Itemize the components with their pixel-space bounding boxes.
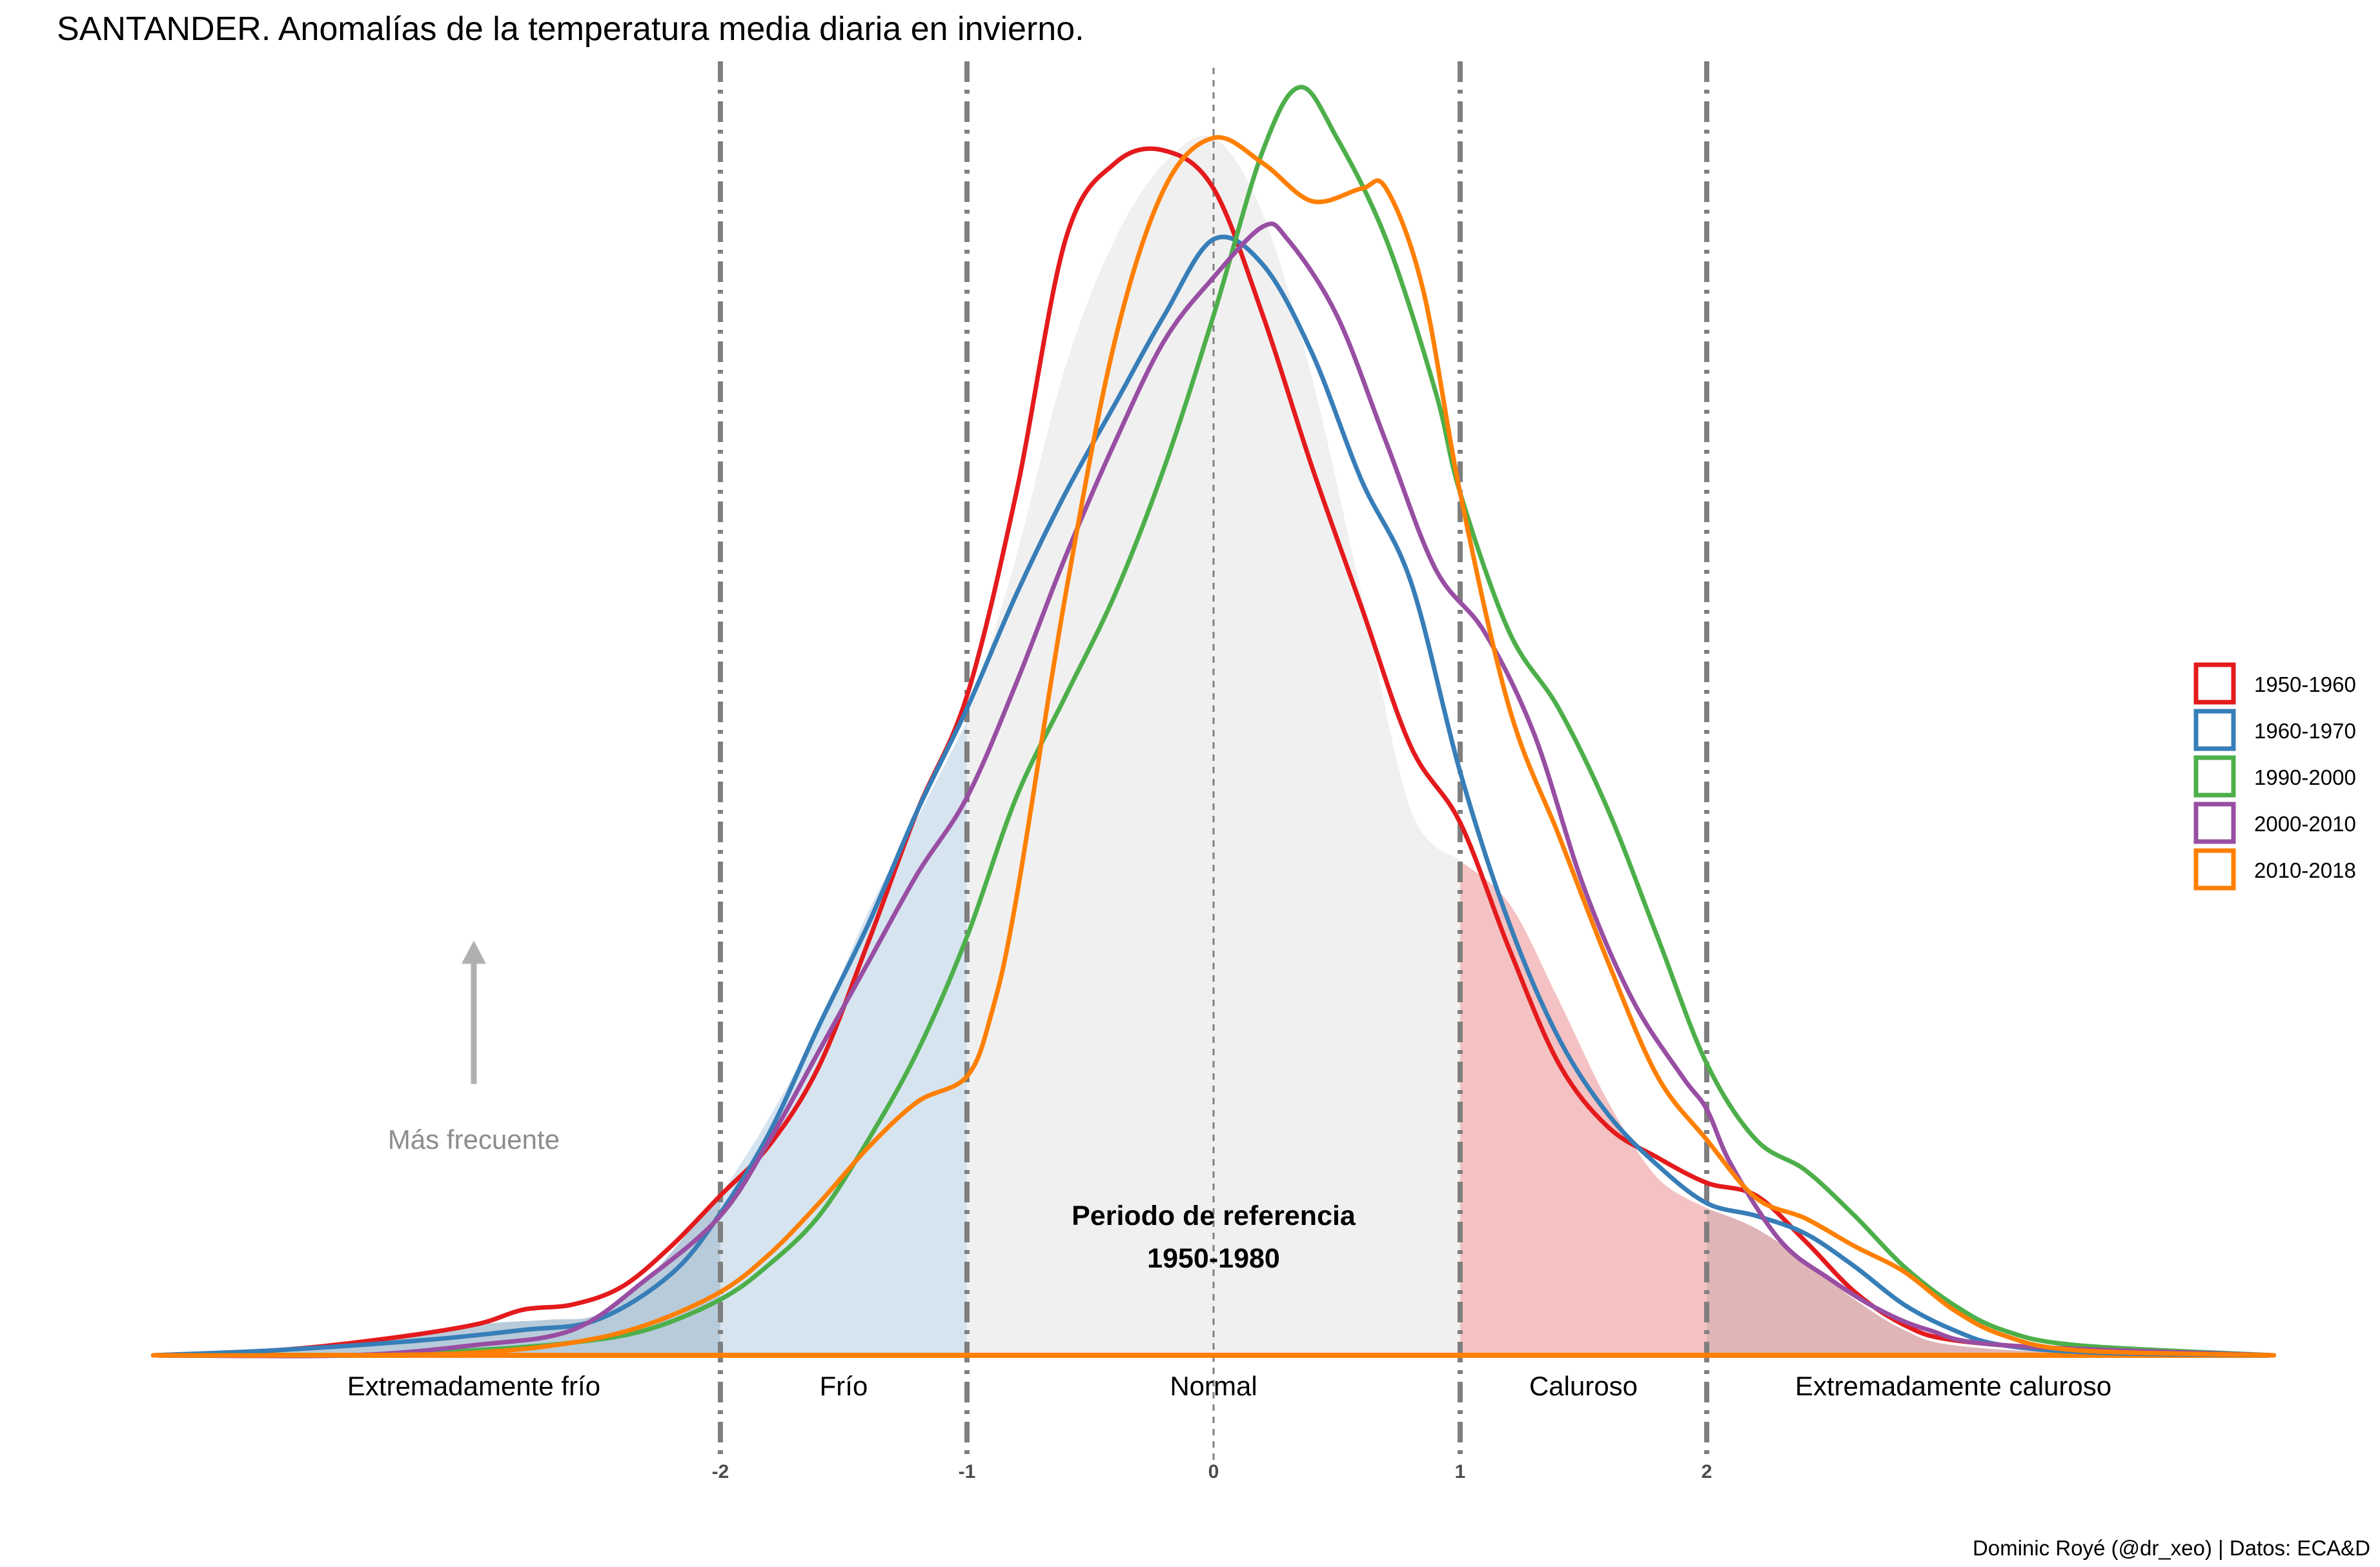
category-label: Normal — [1170, 1371, 1257, 1401]
x-tick-labels: -2 -1 0 1 2 — [712, 1461, 1713, 1482]
frequency-annotation: Más frecuente — [388, 940, 560, 1155]
series-lines — [150, 85, 2277, 1359]
band-cold — [720, 721, 967, 1355]
threshold-lines — [718, 61, 1709, 1460]
category-label: Frío — [820, 1371, 868, 1401]
arrow-head-icon — [462, 940, 486, 964]
x-tick-label: 1 — [1455, 1461, 1466, 1482]
legend: 1950-1960 1960-1970 1990-2000 2000-2010 2010… — [2193, 662, 2356, 891]
category-labels: Extremadamente frío Frío Normal Caluroso Ext… — [347, 1371, 2111, 1401]
series-line-1990-2000 — [150, 85, 2277, 1359]
series-line-2010-2018 — [150, 135, 2277, 1358]
legend-label: 2010-2018 — [2254, 858, 2356, 882]
series-line-1950-1960 — [150, 146, 2277, 1358]
x-tick-label: 2 — [1702, 1461, 1713, 1482]
caption: Dominic Royé (@dr_xeo) | Datos: ECA&D — [1973, 1536, 2370, 1560]
legend-label: 1990-2000 — [2254, 765, 2356, 789]
legend-key — [2193, 709, 2236, 751]
band-warm — [1460, 860, 1707, 1355]
reference-label-line2: 1950-1980 — [1147, 1243, 1280, 1274]
legend-label: 1960-1970 — [2254, 719, 2356, 743]
legend-label: 1950-1960 — [2254, 672, 2356, 696]
legend-key — [2193, 848, 2236, 891]
chart-title: SANTANDER. Anomalías de la temperatura m… — [57, 10, 1084, 48]
legend-label: 2000-2010 — [2254, 812, 2356, 836]
x-tick-label: 0 — [1208, 1461, 1219, 1482]
reference-label: Periodo de referencia 1950-1980 — [1072, 1200, 1356, 1274]
category-label: Caluroso — [1529, 1371, 1638, 1401]
legend-key — [2193, 802, 2236, 844]
reference-label-line1: Periodo de referencia — [1072, 1200, 1356, 1231]
category-label: Extremadamente frío — [347, 1371, 600, 1401]
band-extreme-cold — [153, 1195, 720, 1355]
annotation-label: Más frecuente — [388, 1124, 560, 1155]
x-tick-label: -1 — [959, 1461, 976, 1482]
legend-key — [2193, 662, 2236, 705]
x-tick-label: -2 — [712, 1461, 729, 1482]
legend-key — [2193, 755, 2236, 798]
band-extreme-warm — [1707, 1208, 2274, 1355]
category-label: Extremadamente caluroso — [1795, 1371, 2111, 1401]
